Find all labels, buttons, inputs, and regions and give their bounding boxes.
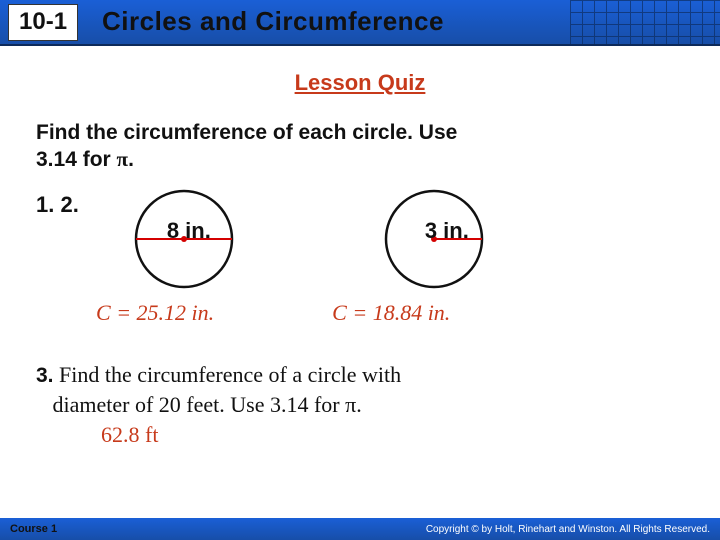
lesson-number-box: 10-1 <box>8 4 78 41</box>
problem-1-figure: 8 in. <box>119 184 269 294</box>
answer-3: 62.8 ft <box>101 420 684 450</box>
answer-2-c: C <box>332 300 347 325</box>
answer-2-rest: = 18.84 in. <box>347 300 450 325</box>
answers-row: C = 25.12 in. C = 18.84 in. <box>0 300 720 326</box>
instruction-period: . <box>128 148 134 171</box>
problem-3-period: . <box>356 392 362 417</box>
problem-3-text1: Find the circumference of a circle with <box>54 362 402 387</box>
problem-numbers: 1. 2. <box>36 192 79 294</box>
answer-1-rest: = 25.12 in. <box>111 300 214 325</box>
problem-2-figure: 3 in. <box>359 184 509 294</box>
course-label: Course 1 <box>10 523 57 535</box>
instruction-text: Find the circumference of each circle. U… <box>36 120 684 174</box>
answer-1-c: C <box>96 300 111 325</box>
lesson-title: Circles and Circumference <box>102 6 444 37</box>
instruction-line1: Find the circumference of each circle. U… <box>36 121 457 144</box>
circle-2-label: 3 in. <box>425 218 469 244</box>
circle-1-label: 8 in. <box>167 218 211 244</box>
header-bar: 10-1 Circles and Circumference <box>0 0 720 46</box>
header-grid-decoration <box>570 0 720 46</box>
copyright-text: Copyright © by Holt, Rinehart and Winsto… <box>426 524 710 535</box>
problems-row: 1. 2. 8 in. 3 in. <box>0 184 720 294</box>
problem-3-text2: diameter of 20 feet. Use 3.14 for <box>53 392 346 417</box>
answer-2: C = 18.84 in. <box>332 300 450 326</box>
problem-3-number: 3. <box>36 364 54 387</box>
instruction-line2-prefix: 3.14 for <box>36 148 117 171</box>
subheader: Lesson Quiz <box>0 70 720 96</box>
problem-3: 3. Find the circumference of a circle wi… <box>36 360 684 450</box>
footer-bar: Course 1 Copyright © by Holt, Rinehart a… <box>0 518 720 540</box>
answer-1: C = 25.12 in. <box>96 300 214 326</box>
pi-symbol: π <box>117 147 129 171</box>
problem-3-pi: π <box>345 392 356 417</box>
